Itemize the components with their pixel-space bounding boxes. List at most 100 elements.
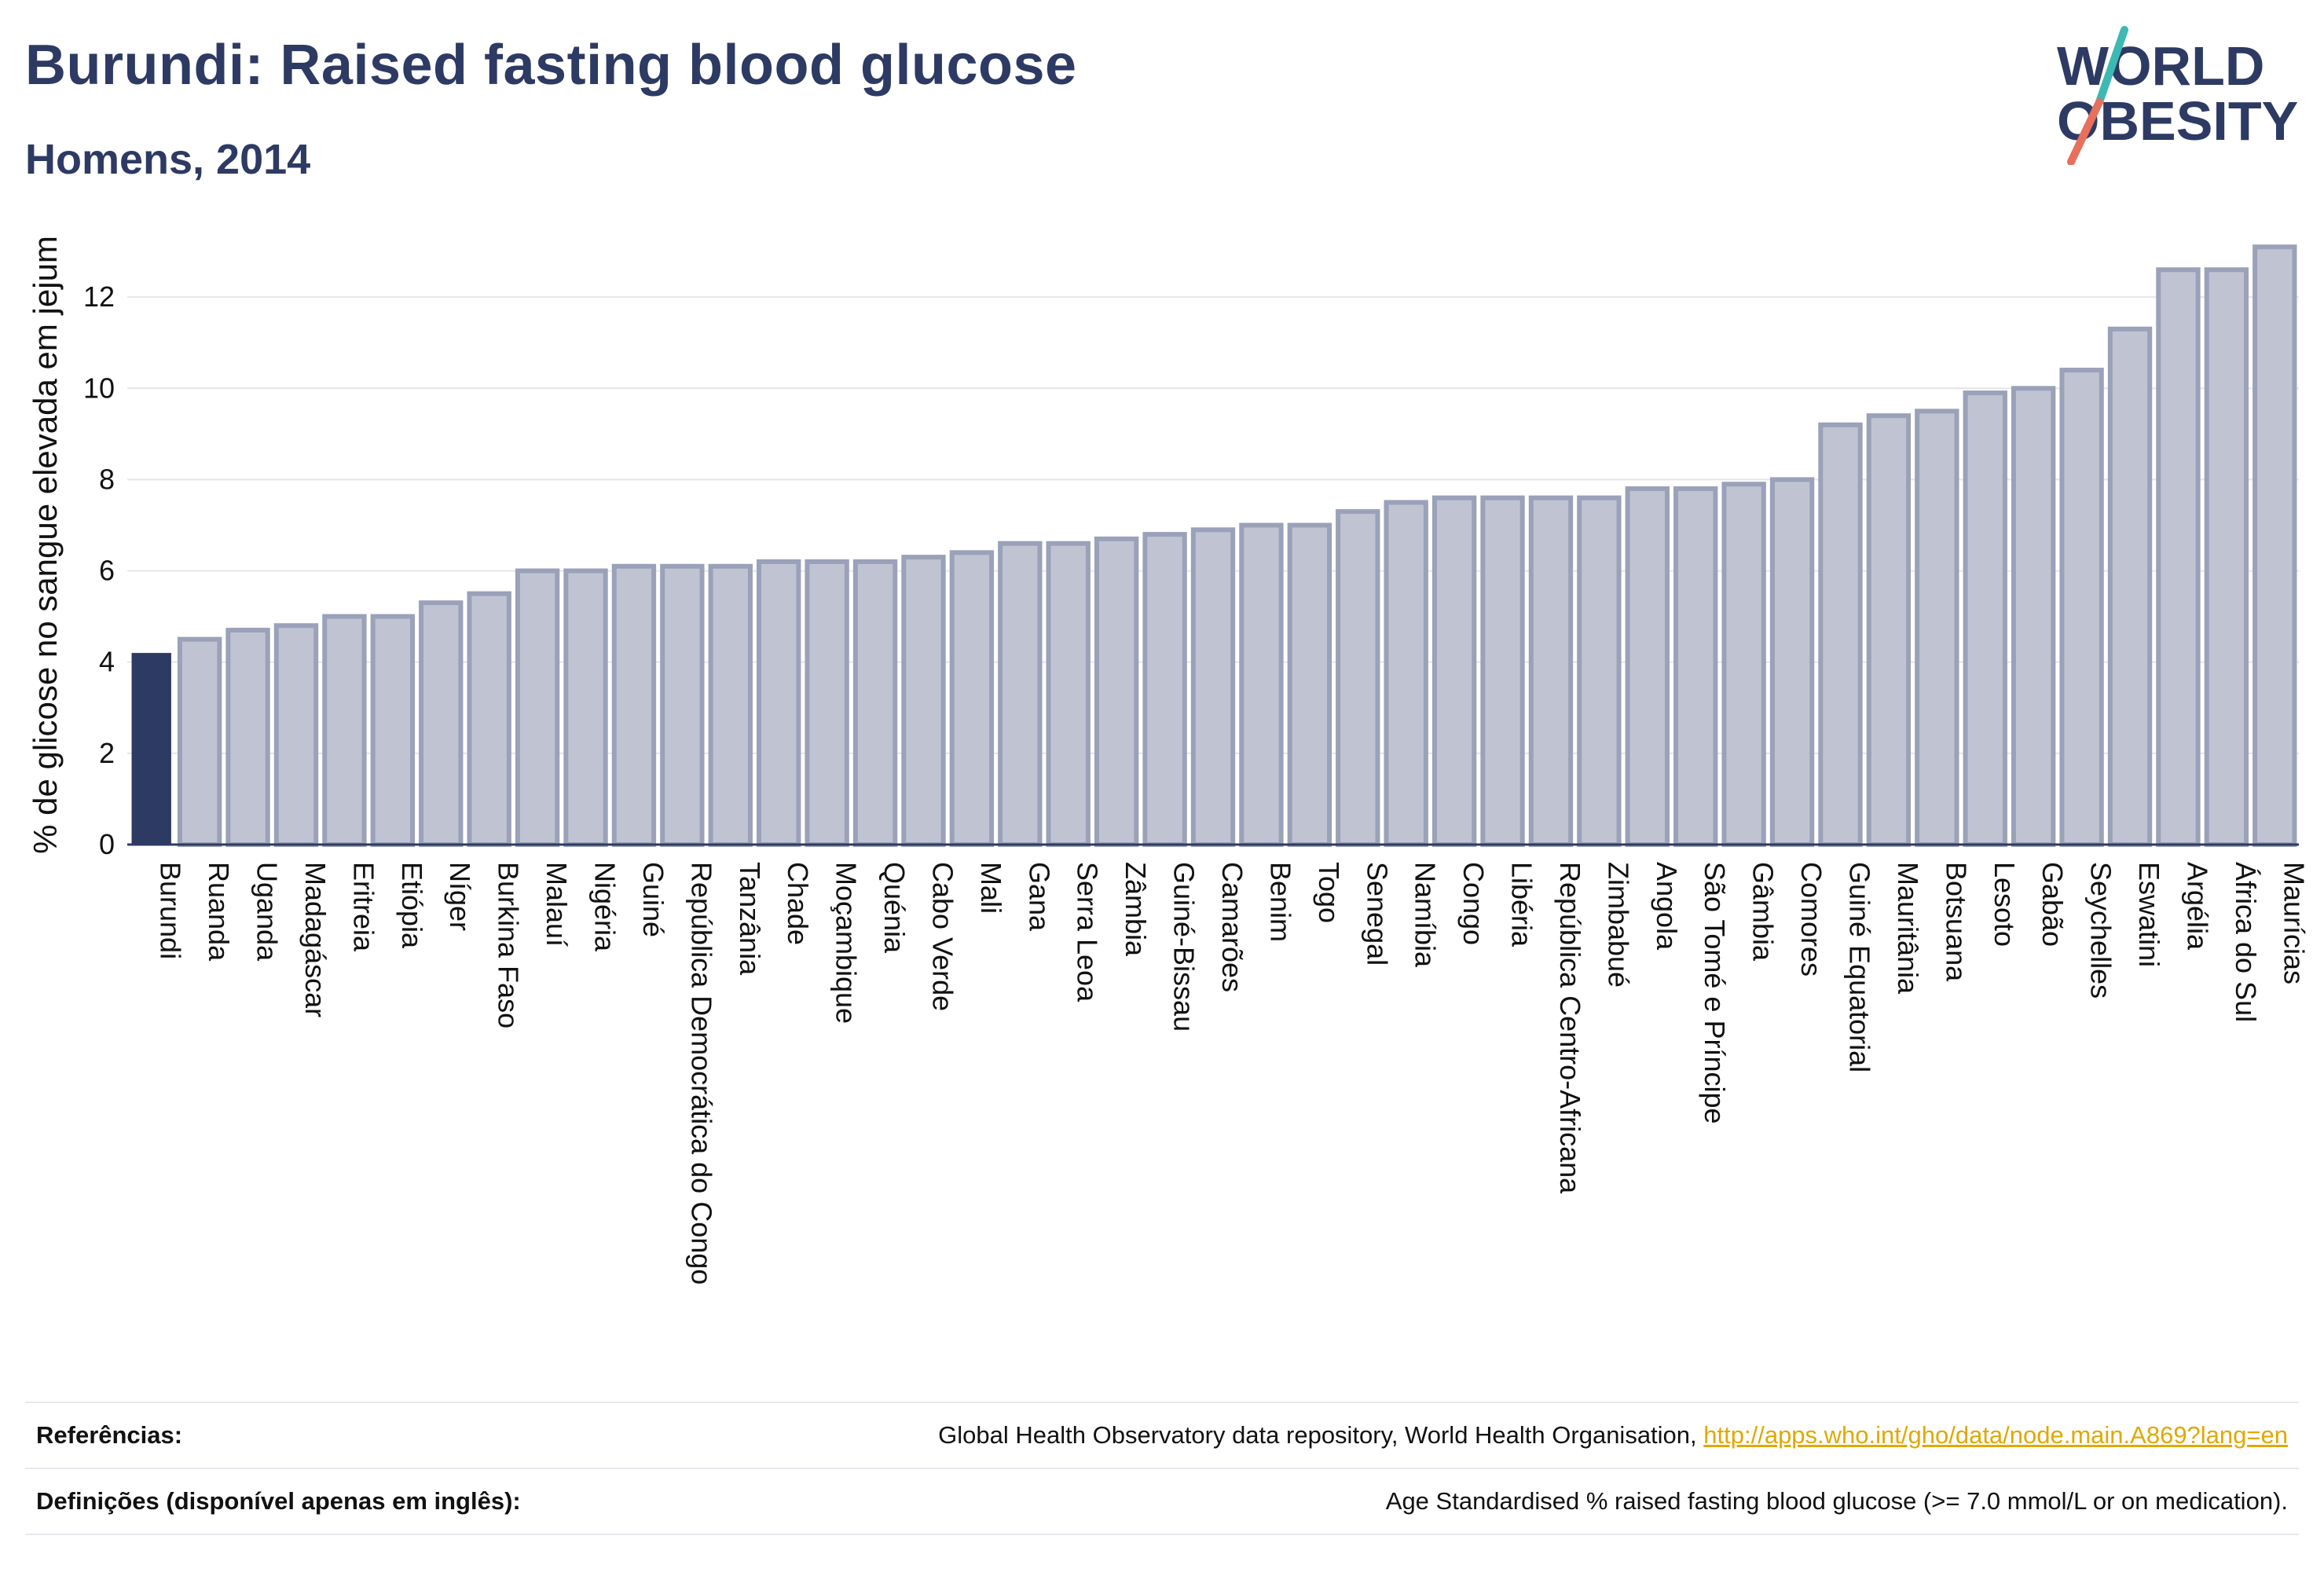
bar: [1528, 495, 1574, 848]
y-tick-label: 0: [99, 828, 115, 860]
references-label: Referências:: [36, 1421, 183, 1449]
bar: [998, 541, 1043, 847]
bar: [1673, 486, 1718, 847]
x-tick-label: Quénia: [878, 862, 911, 954]
x-tick-label: Chade: [782, 862, 814, 945]
bar: [467, 591, 511, 847]
x-tick-label: Lesoto: [1989, 862, 2021, 947]
bar: [1480, 495, 1525, 848]
bar: [515, 568, 560, 847]
bar: [1239, 522, 1284, 847]
bar: [949, 550, 995, 847]
x-tick-label: Comores: [1795, 862, 1827, 977]
x-tick-label: Eswatini: [2133, 862, 2165, 967]
x-tick-label: Camarões: [1216, 862, 1248, 992]
bar: [1721, 482, 1766, 847]
bar: [611, 563, 657, 847]
bar: [901, 555, 946, 848]
y-tick-label: 2: [99, 737, 115, 769]
bar: [1818, 422, 1863, 847]
bar: [419, 600, 464, 847]
bar: [1769, 477, 1815, 848]
x-tick-label: Uganda: [251, 862, 284, 962]
y-tick-label: 8: [99, 463, 115, 495]
y-axis-label: % de glicose no sangue elevada em jejum: [27, 236, 64, 854]
footer: Referências: Global Health Observatory d…: [25, 1402, 2299, 1535]
x-tick-label: Malauí: [541, 862, 573, 947]
x-tick-label: Libéria: [1506, 862, 1538, 947]
bar: [1190, 527, 1236, 847]
x-tick-label: Mauritânia: [1892, 862, 1924, 995]
x-tick-label: Angola: [1651, 862, 1683, 951]
bar: [1625, 486, 1670, 847]
bar: [2107, 326, 2153, 847]
bar: [273, 623, 319, 847]
bar: [2156, 267, 2201, 847]
x-tick-label: República Centro-Africana: [1554, 862, 1586, 1194]
bar: [2059, 368, 2104, 847]
logo-slash-teal: [2095, 26, 2128, 106]
bar: [1142, 532, 1187, 847]
x-tick-label: São Tomé e Príncipe: [1699, 862, 1731, 1124]
references-row: Referências: Global Health Observatory d…: [25, 1402, 2299, 1468]
bar: [2011, 386, 2056, 847]
bar: [2204, 267, 2249, 847]
x-tick-label: Zimbabué: [1602, 862, 1634, 988]
references-text: Global Health Observatory data repositor…: [938, 1421, 1697, 1449]
x-tick-label: África do Sul: [2230, 862, 2262, 1022]
bar: [1963, 390, 2007, 848]
world-obesity-logo: WORLD OBESITY: [2057, 26, 2298, 165]
definitions-label: Definições (disponível apenas em inglês)…: [36, 1487, 521, 1515]
x-tick-label: Cabo Verde: [926, 862, 959, 1011]
y-tick-label: 12: [83, 280, 115, 313]
x-tick-label: Níger: [444, 862, 476, 931]
x-tick-label: Congo: [1457, 862, 1490, 945]
x-tick-label: Botsuana: [1940, 862, 1972, 982]
bars: [131, 244, 2297, 848]
chart-subtitle: Homens, 2014: [25, 136, 311, 183]
bar: [1431, 495, 1477, 848]
x-tick-label: Benim: [1264, 862, 1296, 942]
bar: [805, 559, 849, 847]
logo-slash-coral: [2067, 98, 2103, 165]
x-tick-label: República Democrática do Congo: [685, 862, 717, 1285]
chart-title: Burundi: Raised fasting blood glucose: [25, 34, 1077, 97]
x-tick-label: Guiné Equatorial: [1843, 862, 1875, 1072]
x-tick-label: Guiné-Bissau: [1168, 862, 1200, 1032]
definitions-row: Definições (disponível apenas em inglês)…: [25, 1468, 2299, 1535]
x-tick-label: Guiné: [637, 862, 669, 937]
bar: [177, 636, 222, 848]
x-tick-label: Argélia: [2181, 862, 2213, 951]
x-tick-label: Gana: [1023, 862, 1055, 932]
bar: [322, 614, 367, 848]
x-tick-label: Nigéria: [589, 862, 621, 952]
bar: [1577, 495, 1622, 848]
bar: [2253, 244, 2297, 847]
x-tick-label: Madagáscar: [299, 862, 332, 1017]
bar: [708, 563, 753, 847]
x-tick-label: Burkina Faso: [493, 862, 525, 1028]
x-tick-label: Namíbia: [1409, 862, 1442, 968]
x-tick-label: Maurícias: [2278, 862, 2310, 984]
bar: [660, 563, 705, 847]
bar: [1046, 541, 1091, 847]
bar: [131, 653, 171, 845]
x-tick-label: Gabão: [2036, 862, 2069, 947]
bar: [757, 559, 801, 847]
x-tick-label: Gâmbia: [1747, 862, 1780, 962]
definitions-text: Age Standardised % raised fasting blood …: [1385, 1487, 2288, 1515]
references-value: Global Health Observatory data repositor…: [938, 1421, 2288, 1450]
x-tick-label: Ruanda: [203, 862, 235, 962]
bar: [563, 568, 608, 847]
bar: [1384, 500, 1428, 847]
x-tick-label: Tanzânia: [734, 862, 766, 976]
y-tick-label: 6: [99, 555, 115, 587]
x-tick-label: Eritreia: [347, 862, 379, 952]
x-tick-label: Zâmbia: [1120, 862, 1152, 957]
references-link[interactable]: http://apps.who.int/gho/data/node.main.A…: [1703, 1421, 2288, 1449]
x-tick-label: Serra Leoa: [1072, 862, 1104, 1002]
bar: [1336, 509, 1380, 847]
bar: [225, 628, 270, 847]
x-tick-label: Moçambique: [830, 862, 863, 1024]
x-tick-label: Mali: [975, 862, 1007, 914]
